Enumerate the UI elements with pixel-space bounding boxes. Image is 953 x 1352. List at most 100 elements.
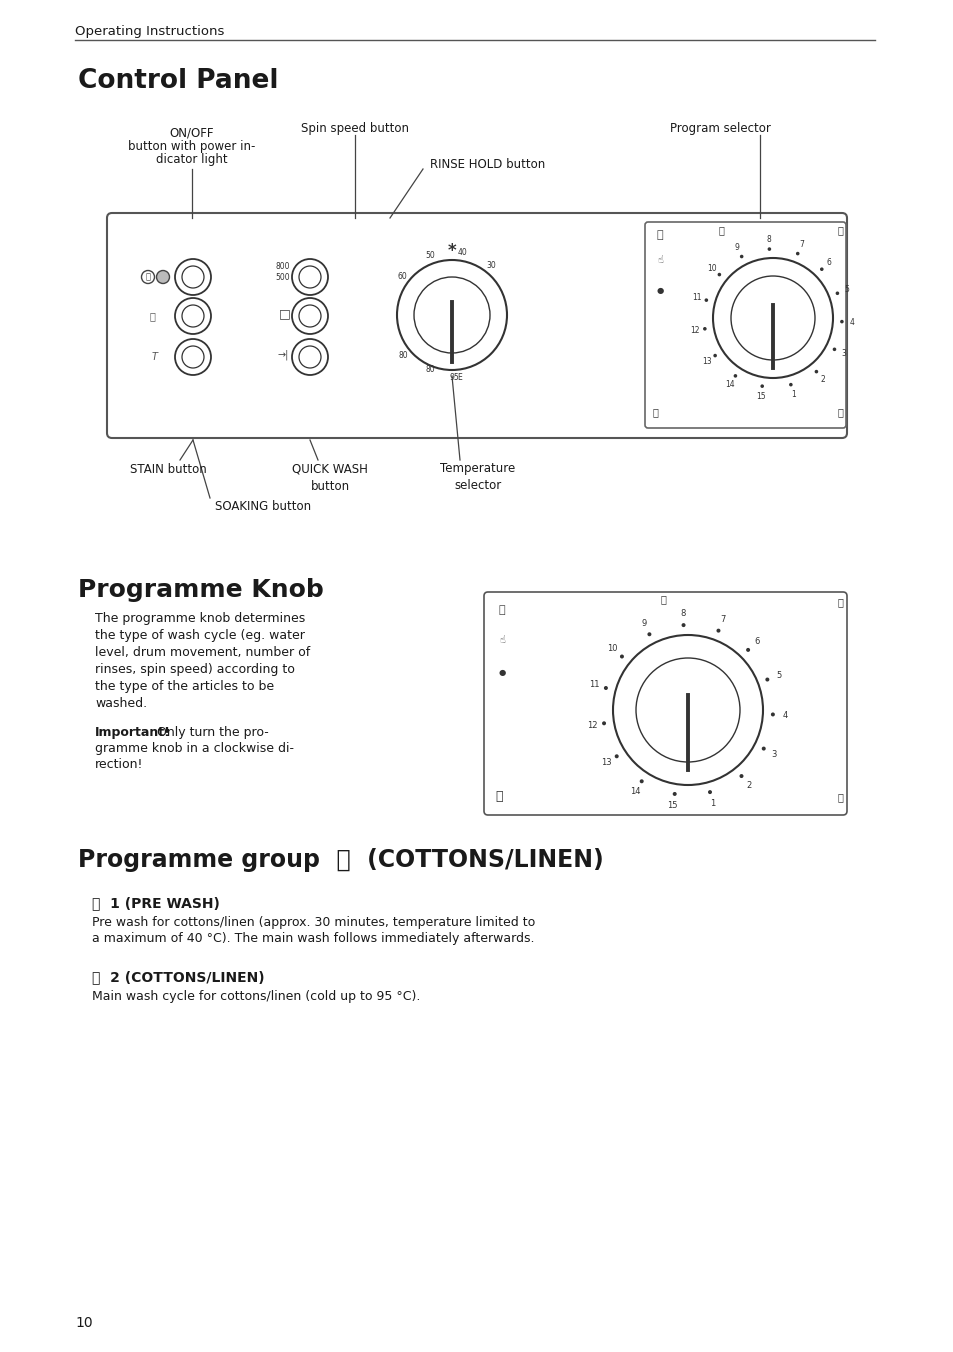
Circle shape bbox=[603, 685, 607, 690]
Text: 2: 2 bbox=[745, 781, 751, 790]
Circle shape bbox=[156, 270, 170, 284]
Text: gramme knob in a clockwise di-: gramme knob in a clockwise di- bbox=[95, 742, 294, 754]
Text: 6: 6 bbox=[753, 637, 759, 646]
Circle shape bbox=[717, 273, 720, 276]
Text: 1: 1 bbox=[710, 799, 715, 808]
Text: Programme group  ⫈  (COTTONS/LINEN): Programme group ⫈ (COTTONS/LINEN) bbox=[78, 848, 603, 872]
Text: 9: 9 bbox=[734, 243, 739, 251]
Circle shape bbox=[713, 354, 717, 357]
Text: 2: 2 bbox=[820, 375, 824, 384]
FancyBboxPatch shape bbox=[644, 222, 845, 429]
Circle shape bbox=[707, 790, 711, 794]
Text: □: □ bbox=[279, 307, 291, 320]
Text: ON/OFF: ON/OFF bbox=[170, 127, 214, 141]
Text: 30: 30 bbox=[485, 261, 496, 270]
Text: ⫈: ⫈ bbox=[718, 224, 723, 235]
Circle shape bbox=[740, 254, 742, 258]
Text: 4: 4 bbox=[848, 318, 854, 327]
Text: ⎖: ⎖ bbox=[836, 407, 842, 416]
Circle shape bbox=[619, 654, 623, 658]
Text: 80: 80 bbox=[398, 352, 408, 360]
Text: button with power in-: button with power in- bbox=[128, 141, 255, 153]
Text: the type of wash cycle (eg. water: the type of wash cycle (eg. water bbox=[95, 629, 305, 642]
Circle shape bbox=[680, 623, 685, 627]
Text: ●: ● bbox=[497, 668, 505, 677]
Text: ⓘ: ⓘ bbox=[146, 273, 151, 281]
Text: SOAKING button: SOAKING button bbox=[214, 500, 311, 512]
Text: Spin speed button: Spin speed button bbox=[301, 122, 409, 135]
Text: ●: ● bbox=[656, 287, 663, 295]
Circle shape bbox=[760, 746, 765, 750]
FancyBboxPatch shape bbox=[107, 214, 846, 438]
Text: 80: 80 bbox=[425, 365, 435, 375]
Text: 9: 9 bbox=[640, 619, 646, 629]
Text: The programme knob determines: The programme knob determines bbox=[95, 612, 305, 625]
Text: 14: 14 bbox=[629, 787, 639, 796]
Circle shape bbox=[639, 779, 643, 783]
Circle shape bbox=[840, 320, 842, 323]
Text: 7: 7 bbox=[798, 239, 803, 249]
Text: 3: 3 bbox=[841, 349, 845, 358]
Circle shape bbox=[704, 299, 707, 301]
Text: 12: 12 bbox=[690, 326, 699, 335]
Circle shape bbox=[820, 268, 822, 270]
Circle shape bbox=[795, 251, 799, 256]
Circle shape bbox=[739, 775, 742, 777]
Text: a maximum of 40 °C). The main wash follows immediately afterwards.: a maximum of 40 °C). The main wash follo… bbox=[91, 932, 534, 945]
Text: Only turn the pro-: Only turn the pro- bbox=[152, 726, 269, 740]
Text: 5: 5 bbox=[775, 671, 781, 680]
Text: 1: 1 bbox=[790, 389, 795, 399]
Circle shape bbox=[760, 384, 763, 388]
Text: 5: 5 bbox=[843, 285, 848, 295]
Text: 14: 14 bbox=[724, 380, 734, 389]
Circle shape bbox=[832, 347, 836, 352]
Circle shape bbox=[672, 792, 676, 796]
Text: QUICK WASH
button: QUICK WASH button bbox=[292, 462, 368, 493]
Text: 8: 8 bbox=[679, 608, 685, 618]
Text: Important!: Important! bbox=[95, 726, 171, 740]
Circle shape bbox=[614, 754, 618, 758]
Text: 10: 10 bbox=[706, 264, 716, 273]
Text: 13: 13 bbox=[701, 357, 711, 365]
Text: 10: 10 bbox=[607, 645, 618, 653]
Text: 50: 50 bbox=[425, 251, 435, 261]
Circle shape bbox=[770, 713, 774, 717]
Text: the type of the articles to be: the type of the articles to be bbox=[95, 680, 274, 694]
Text: 13: 13 bbox=[600, 758, 611, 768]
Text: ⫈: ⫈ bbox=[498, 604, 505, 615]
Text: ☝: ☝ bbox=[498, 635, 504, 645]
Text: 6: 6 bbox=[825, 258, 830, 266]
Text: →|: →| bbox=[277, 350, 289, 360]
Circle shape bbox=[716, 629, 720, 633]
Text: Control Panel: Control Panel bbox=[78, 68, 278, 95]
Text: 8: 8 bbox=[765, 235, 770, 243]
Circle shape bbox=[767, 247, 770, 251]
Text: dicator light: dicator light bbox=[156, 153, 228, 166]
Text: ⎖: ⎖ bbox=[836, 598, 842, 607]
Text: rection!: rection! bbox=[95, 758, 143, 771]
Text: 11: 11 bbox=[588, 680, 598, 690]
Text: 7: 7 bbox=[720, 615, 724, 623]
Text: Temperature
selector: Temperature selector bbox=[440, 462, 515, 492]
Text: 800
500: 800 500 bbox=[275, 262, 290, 281]
Text: 60: 60 bbox=[397, 272, 407, 281]
Text: 3: 3 bbox=[771, 749, 777, 758]
Text: Programme Knob: Programme Knob bbox=[78, 579, 323, 602]
Text: 15: 15 bbox=[667, 802, 678, 810]
Text: T: T bbox=[152, 352, 158, 362]
FancyBboxPatch shape bbox=[483, 592, 846, 815]
Circle shape bbox=[745, 648, 749, 652]
Text: ⫈: ⫈ bbox=[652, 407, 658, 416]
Text: 12: 12 bbox=[586, 721, 597, 730]
Text: ⎖: ⎖ bbox=[836, 792, 842, 802]
Text: Operating Instructions: Operating Instructions bbox=[75, 24, 224, 38]
Text: ⬜: ⬜ bbox=[149, 311, 154, 320]
Circle shape bbox=[814, 370, 818, 373]
Text: ⫈: ⫈ bbox=[495, 790, 502, 803]
Text: ☝: ☝ bbox=[657, 256, 662, 265]
Text: Main wash cycle for cottons/linen (cold up to 95 °C).: Main wash cycle for cottons/linen (cold … bbox=[91, 990, 420, 1003]
Text: level, drum movement, number of: level, drum movement, number of bbox=[95, 646, 310, 658]
Text: Pre wash for cottons/linen (approx. 30 minutes, temperature limited to: Pre wash for cottons/linen (approx. 30 m… bbox=[91, 917, 535, 929]
Text: ⎖: ⎖ bbox=[836, 224, 842, 235]
Text: 40: 40 bbox=[457, 249, 467, 257]
